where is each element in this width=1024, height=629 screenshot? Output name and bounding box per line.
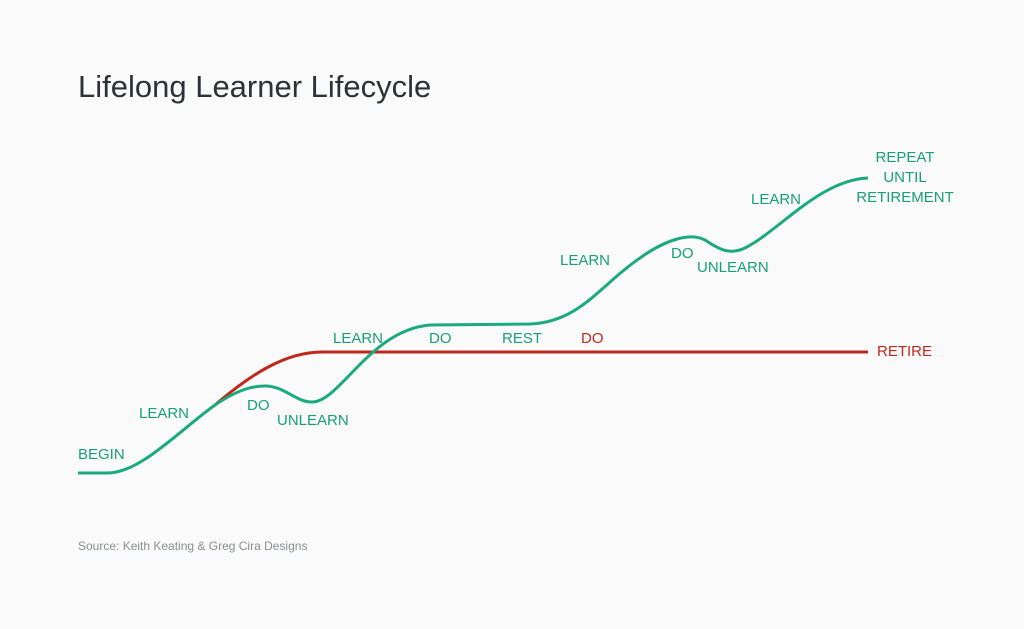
stage-label: DO <box>671 245 694 262</box>
growth-curve <box>78 176 869 475</box>
repeat-label: RETIREMENT <box>856 189 954 206</box>
stage-label: LEARN <box>560 252 610 269</box>
stage-label: UNLEARN <box>277 412 349 429</box>
repeat-label: REPEAT <box>876 149 935 166</box>
stage-label: LEARN <box>139 405 189 422</box>
stage-label: BEGIN <box>78 446 125 463</box>
title: Lifelong Learner Lifecycle <box>78 69 431 104</box>
stage-label: DO <box>247 397 270 414</box>
repeat-label: UNTIL <box>883 169 926 186</box>
stage-label: LEARN <box>333 330 383 347</box>
stop-label: DO <box>581 330 604 347</box>
retire-curve <box>214 350 868 407</box>
stage-label: DO <box>429 330 452 347</box>
stage-label: LEARN <box>751 191 801 208</box>
stage-label: UNLEARN <box>697 259 769 276</box>
source: Source: Keith Keating & Greg Cira Design… <box>78 539 307 553</box>
stop-label: RETIRE <box>877 343 932 360</box>
stage-label: REST <box>502 330 542 347</box>
